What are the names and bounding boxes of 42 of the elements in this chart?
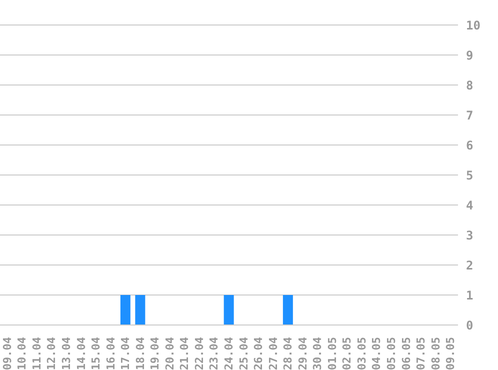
x-tick-label: 08.05 [429,337,442,370]
x-tick-label: 22.04 [192,336,206,370]
x-tick-label: 03.05 [355,337,368,370]
x-tick-label: 25.04 [237,336,250,370]
y-tick-label: 6 [466,138,474,152]
x-tick-label: 18.04 [134,336,147,370]
x-tick-label: 10.04 [16,336,29,370]
x-tick-label: 19.04 [148,336,162,370]
x-tick-label: 01.05 [326,337,339,370]
y-tick-label: 8 [466,78,474,92]
y-tick-label: 2 [466,258,474,272]
y-tick-label: 7 [466,108,474,122]
x-tick-label: 23.04 [208,336,221,370]
y-tick-label: 9 [466,48,474,62]
x-tick-label: 05.05 [385,337,398,370]
x-tick-label: 04.05 [370,337,384,370]
x-tick-label: 09.04 [0,336,14,370]
x-tick-label: 27.04 [266,336,280,370]
y-tick-label: 5 [466,168,474,182]
x-tick-label: 09.05 [444,337,458,370]
x-tick-label: 28.04 [282,336,295,370]
x-tick-label: 14.04 [74,336,88,370]
x-tick-label: 29.04 [296,336,310,370]
y-tick-label: 3 [466,228,474,242]
x-tick-label: 13.04 [60,336,73,370]
x-tick-label: 02.05 [340,337,354,370]
y-tick-label: 4 [466,198,474,212]
x-tick-label: 17.04 [119,336,132,370]
x-tick-label: 26.04 [252,336,266,370]
y-tick-label: 0 [466,318,474,332]
x-tick-label: 16.04 [104,336,118,370]
x-tick-label: 20.04 [163,336,176,370]
y-tick-label: 10 [466,18,480,32]
x-tick-label: 24.04 [222,336,236,370]
x-tick-label: 06.05 [400,337,413,370]
x-tick-label: 30.04 [311,336,324,370]
x-tick-label: 15.04 [90,336,103,370]
y-tick-label: 1 [466,288,474,302]
x-tick-label: 21.04 [178,336,192,370]
x-tick-label: 11.04 [30,336,44,370]
x-tick-label: 12.04 [45,336,58,370]
x-tick-label: 07.05 [414,337,428,370]
